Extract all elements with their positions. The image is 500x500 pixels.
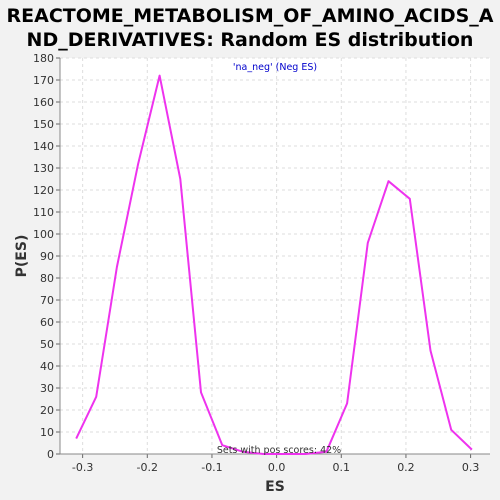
y-tick-label: 50 [40, 338, 54, 351]
y-tick-label: 150 [33, 118, 54, 131]
y-tick-label: 20 [40, 404, 54, 417]
x-tick-label: 0.0 [268, 461, 286, 474]
x-tick-label: 0.2 [397, 461, 415, 474]
y-tick-label: 30 [40, 382, 54, 395]
pos-scores-annotation: Sets with pos scores: 42% [217, 445, 341, 456]
plot-area [60, 58, 490, 454]
y-tick-label: 0 [47, 448, 54, 461]
y-tick-label: 170 [33, 74, 54, 87]
y-tick-label: 130 [33, 162, 54, 175]
y-tick-label: 110 [33, 206, 54, 219]
y-tick-label: 60 [40, 316, 54, 329]
y-tick-label: 10 [40, 426, 54, 439]
x-tick-label: -0.2 [137, 461, 158, 474]
x-tick-label: 0.1 [333, 461, 351, 474]
chart-title-line-2: ND_DERIVATIVES: Random ES distribution [26, 29, 474, 51]
legend-label: 'na_neg' (Neg ES) [233, 62, 317, 73]
y-tick-label: 140 [33, 140, 54, 153]
x-tick-label: -0.1 [201, 461, 222, 474]
series-line [75, 74, 473, 455]
y-tick-label: 120 [33, 184, 54, 197]
y-tick-label: 80 [40, 272, 54, 285]
x-tick-label: 0.3 [462, 461, 480, 474]
y-tick-label: 180 [33, 52, 54, 65]
y-tick-label: 160 [33, 96, 54, 109]
axes: 0 10 20 30 40 50 60 70 80 90 100 110 120 130 140 150 160… [33, 52, 490, 474]
x-tick-label: -0.3 [72, 461, 93, 474]
y-tick-label: 70 [40, 294, 54, 307]
y-tick-label: 90 [40, 250, 54, 263]
chart-title-line-1: REACTOME_METABOLISM_OF_AMINO_ACIDS_A [6, 5, 494, 27]
chart-title: REACTOME_METABOLISM_OF_AMINO_ACIDS_A ND_… [0, 4, 500, 52]
y-tick-label: 40 [40, 360, 54, 373]
x-axis-label: ES [265, 479, 285, 495]
y-axis-label: P(ES) [14, 235, 30, 278]
series-layer [75, 74, 473, 455]
y-tick-label: 100 [33, 228, 54, 241]
